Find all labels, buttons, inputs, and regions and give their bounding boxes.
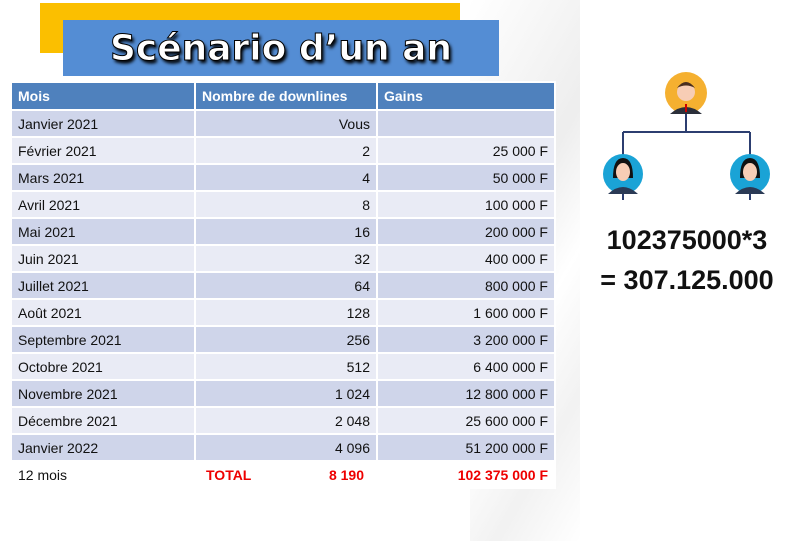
table-row: Juin 2021 32 400 000 F [10,244,556,273]
total-label: TOTAL [206,466,252,483]
table-row: Décembre 2021 2 048 25 600 000 F [10,406,556,435]
cell-month: Mars 2021 [10,163,196,192]
title-box: Scénario d’un an [63,20,499,76]
cell-month: Avril 2021 [10,190,196,219]
formula-line-1: 102375000*3 [606,225,768,255]
cell-month: Février 2021 [10,136,196,165]
cell-downlines: 16 [194,217,378,246]
cell-downlines: 128 [194,298,378,327]
cell-gains: 100 000 F [376,190,556,219]
cell-downlines: 64 [194,271,378,300]
person-icon-right [730,154,770,194]
cell-gains: 25 000 F [376,136,556,165]
person-icon-left [603,154,643,194]
header-month: Mois [10,81,196,111]
table-row: Août 2021 128 1 600 000 F [10,298,556,327]
downline-tree-diagram [603,72,770,200]
cell-downlines: 2 [194,136,378,165]
cell-downlines: 4 096 [194,433,378,462]
scenario-table: Mois Nombre de downlines Gains Janvier 2… [10,81,556,489]
cell-gains: 12 800 000 F [376,379,556,408]
table-row: Septembre 2021 256 3 200 000 F [10,325,556,354]
cell-downlines: 8 [194,190,378,219]
table-row: Janvier 2022 4 096 51 200 000 F [10,433,556,462]
total-row: 12 mois TOTAL 8 190 102 375 000 F [10,460,556,489]
cell-month: Octobre 2021 [10,352,196,381]
table-row: Juillet 2021 64 800 000 F [10,271,556,300]
total-gains: 102 375 000 F [376,460,556,489]
cell-gains [376,109,556,138]
cell-month: Juin 2021 [10,244,196,273]
table-row: Janvier 2021 Vous [10,109,556,138]
cell-month: Août 2021 [10,298,196,327]
cell-gains: 1 600 000 F [376,298,556,327]
cell-gains: 6 400 000 F [376,352,556,381]
table-row: Mars 2021 4 50 000 F [10,163,556,192]
cell-gains: 400 000 F [376,244,556,273]
cell-month: Janvier 2021 [10,109,196,138]
cell-downlines: Vous [194,109,378,138]
formula-line-2: = 307.125.000 [600,265,774,295]
table-row: Avril 2021 8 100 000 F [10,190,556,219]
formula-text: 102375000*3 = 307.125.000 [572,220,802,300]
table-row: Février 2021 2 25 000 F [10,136,556,165]
cell-gains: 800 000 F [376,271,556,300]
cell-downlines: 256 [194,325,378,354]
cell-gains: 51 200 000 F [376,433,556,462]
cell-downlines: 2 048 [194,406,378,435]
table-row: Octobre 2021 512 6 400 000 F [10,352,556,381]
table-header: Mois Nombre de downlines Gains [10,81,556,111]
cell-gains: 25 600 000 F [376,406,556,435]
cell-month: Janvier 2022 [10,433,196,462]
cell-gains: 200 000 F [376,217,556,246]
cell-period: 12 mois [10,460,196,489]
cell-gains: 3 200 000 F [376,325,556,354]
cell-downlines: 512 [194,352,378,381]
cell-month: Décembre 2021 [10,406,196,435]
cell-downlines: 32 [194,244,378,273]
cell-downlines: 4 [194,163,378,192]
slide-title: Scénario d’un an [109,27,453,69]
cell-gains: 50 000 F [376,163,556,192]
total-downlines: 8 190 [328,466,364,483]
total-cell: TOTAL 8 190 [194,460,378,489]
cell-month: Septembre 2021 [10,325,196,354]
cell-month: Mai 2021 [10,217,196,246]
table-row: Mai 2021 16 200 000 F [10,217,556,246]
header-downlines: Nombre de downlines [194,81,378,111]
person-icon-top [665,72,707,114]
cell-month: Juillet 2021 [10,271,196,300]
header-gains: Gains [376,81,556,111]
connector-lines [622,114,751,200]
table-row: Novembre 2021 1 024 12 800 000 F [10,379,556,408]
cell-month: Novembre 2021 [10,379,196,408]
cell-downlines: 1 024 [194,379,378,408]
